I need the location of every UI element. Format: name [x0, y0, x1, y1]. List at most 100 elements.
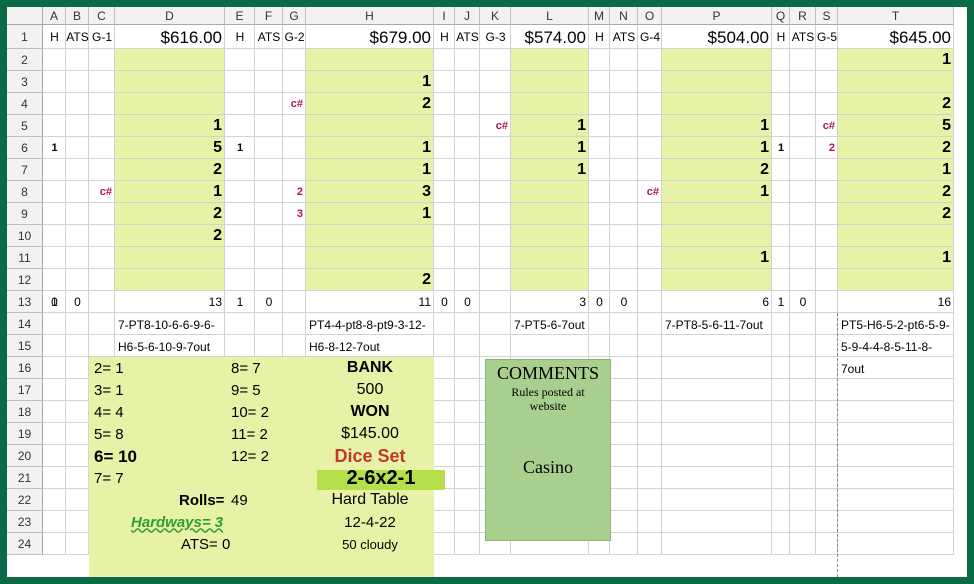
column-header-s[interactable]: S: [816, 7, 838, 25]
grid-cell[interactable]: [455, 93, 480, 115]
row-header-16[interactable]: 16: [7, 357, 43, 379]
column-header-h[interactable]: H: [306, 7, 434, 25]
grid-cell[interactable]: [434, 357, 455, 379]
grid-cell[interactable]: [43, 25, 66, 49]
row-header-10[interactable]: 10: [7, 225, 43, 247]
grid-cell[interactable]: [255, 335, 283, 357]
grid-cell[interactable]: [511, 93, 589, 115]
grid-cell[interactable]: [455, 25, 480, 49]
row-header-8[interactable]: 8: [7, 181, 43, 203]
grid-cell[interactable]: [638, 533, 662, 555]
grid-cell[interactable]: [511, 71, 589, 93]
grid-cell[interactable]: [511, 335, 589, 357]
grid-cell[interactable]: [662, 489, 772, 511]
grid-cell[interactable]: [306, 25, 434, 49]
column-header-f[interactable]: F: [255, 7, 283, 25]
grid-cell[interactable]: [434, 379, 455, 401]
grid-cell[interactable]: [772, 115, 790, 137]
grid-cell[interactable]: [434, 159, 455, 181]
grid-cell[interactable]: [610, 423, 638, 445]
grid-cell[interactable]: [480, 313, 511, 335]
grid-cell[interactable]: [610, 203, 638, 225]
grid-cell[interactable]: [115, 137, 225, 159]
grid-cell[interactable]: [610, 467, 638, 489]
grid-cell[interactable]: [638, 379, 662, 401]
grid-cell[interactable]: [43, 445, 66, 467]
grid-cell[interactable]: [638, 49, 662, 71]
grid-cell[interactable]: [43, 401, 66, 423]
grid-cell[interactable]: [43, 335, 66, 357]
grid-cell[interactable]: [838, 357, 954, 379]
column-header-k[interactable]: K: [480, 7, 511, 25]
grid-cell[interactable]: [43, 291, 66, 313]
grid-cell[interactable]: [838, 137, 954, 159]
grid-cell[interactable]: [66, 489, 89, 511]
grid-cell[interactable]: [662, 247, 772, 269]
grid-cell[interactable]: [283, 71, 306, 93]
grid-cell[interactable]: [434, 225, 455, 247]
row-header-9[interactable]: 9: [7, 203, 43, 225]
grid-cell[interactable]: [610, 137, 638, 159]
grid-cell[interactable]: [225, 269, 255, 291]
grid-cell[interactable]: [225, 313, 255, 335]
grid-cell[interactable]: [772, 25, 790, 49]
grid-cell[interactable]: [455, 71, 480, 93]
grid-cell[interactable]: [255, 269, 283, 291]
grid-cell[interactable]: [638, 247, 662, 269]
grid-cell[interactable]: [225, 25, 255, 49]
grid-cell[interactable]: [589, 203, 610, 225]
grid-cell[interactable]: [838, 181, 954, 203]
grid-cell[interactable]: [225, 335, 255, 357]
grid-cell[interactable]: [434, 93, 455, 115]
grid-cell[interactable]: [480, 71, 511, 93]
grid-cell[interactable]: [589, 313, 610, 335]
row-header-3[interactable]: 3: [7, 71, 43, 93]
grid-cell[interactable]: [638, 25, 662, 49]
grid-cell[interactable]: [772, 335, 790, 357]
grid-cell[interactable]: [772, 247, 790, 269]
grid-cell[interactable]: [115, 25, 225, 49]
grid-cell[interactable]: [66, 313, 89, 335]
grid-cell[interactable]: [610, 247, 638, 269]
grid-cell[interactable]: [455, 335, 480, 357]
grid-cell[interactable]: [480, 269, 511, 291]
grid-cell[interactable]: [772, 291, 790, 313]
grid-cell[interactable]: [816, 533, 838, 555]
grid-cell[interactable]: [662, 115, 772, 137]
grid-cell[interactable]: [225, 225, 255, 247]
grid-cell[interactable]: [589, 269, 610, 291]
grid-cell[interactable]: [511, 181, 589, 203]
grid-cell[interactable]: [790, 247, 816, 269]
grid-cell[interactable]: [434, 423, 455, 445]
grid-cell[interactable]: [610, 489, 638, 511]
grid-cell[interactable]: [115, 291, 225, 313]
grid-cell[interactable]: [455, 115, 480, 137]
grid-cell[interactable]: [790, 203, 816, 225]
grid-cell[interactable]: [480, 181, 511, 203]
grid-cell[interactable]: [480, 159, 511, 181]
row-header-23[interactable]: 23: [7, 511, 43, 533]
grid-cell[interactable]: [43, 115, 66, 137]
column-header-i[interactable]: I: [434, 7, 455, 25]
grid-cell[interactable]: [772, 313, 790, 335]
grid-cell[interactable]: [480, 533, 511, 555]
grid-cell[interactable]: [589, 291, 610, 313]
grid-cell[interactable]: [511, 25, 589, 49]
grid-cell[interactable]: [255, 159, 283, 181]
grid-cell[interactable]: [838, 25, 954, 49]
grid-cell[interactable]: [638, 137, 662, 159]
grid-cell[interactable]: [589, 49, 610, 71]
grid-cell[interactable]: [610, 115, 638, 137]
grid-cell[interactable]: [66, 203, 89, 225]
grid-cell[interactable]: [115, 181, 225, 203]
grid-cell[interactable]: [66, 49, 89, 71]
grid-cell[interactable]: [610, 357, 638, 379]
grid-cell[interactable]: [662, 379, 772, 401]
grid-cell[interactable]: [816, 401, 838, 423]
grid-cell[interactable]: [838, 445, 954, 467]
grid-cell[interactable]: [89, 71, 115, 93]
grid-cell[interactable]: [225, 203, 255, 225]
grid-cell[interactable]: [662, 225, 772, 247]
grid-cell[interactable]: [89, 25, 115, 49]
row-header-17[interactable]: 17: [7, 379, 43, 401]
